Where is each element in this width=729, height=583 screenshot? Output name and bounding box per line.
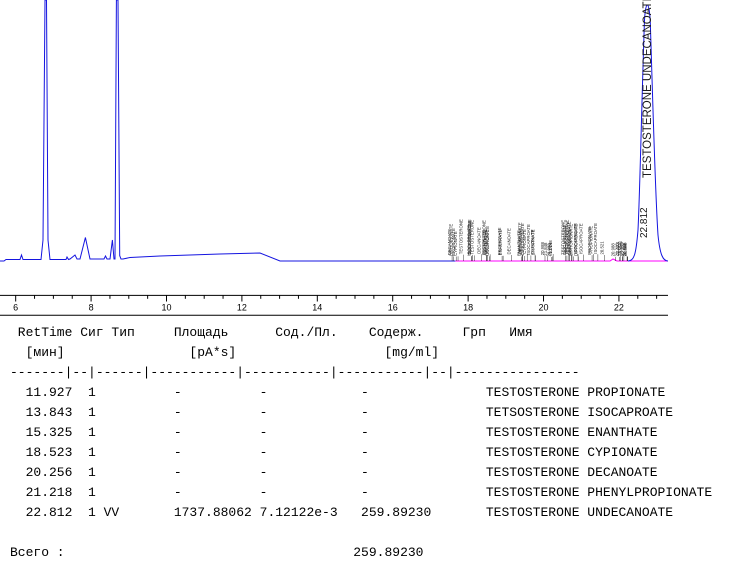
svg-text:ENANTHATE: ENANTHATE xyxy=(530,229,535,255)
svg-text:21.218: 21.218 xyxy=(548,240,553,254)
svg-text:ISOCAPROATE: ISOCAPROATE xyxy=(593,223,598,254)
svg-text:20.521: 20.521 xyxy=(623,243,628,257)
svg-text:ISOCAPROATE: ISOCAPROATE xyxy=(578,223,583,254)
svg-text:ENANTHATE: ENANTHATE xyxy=(498,229,503,255)
svg-text:20.521: 20.521 xyxy=(600,241,605,255)
svg-text:22: 22 xyxy=(614,303,624,313)
svg-text:6: 6 xyxy=(13,303,18,313)
svg-text:16: 16 xyxy=(388,303,398,313)
svg-text:PROPIONATE: PROPIONATE xyxy=(485,226,490,254)
svg-text:12: 12 xyxy=(237,303,247,313)
svg-text:18: 18 xyxy=(463,303,473,313)
svg-text:CYPIONATE: CYPIONATE xyxy=(453,231,458,256)
svg-text:14: 14 xyxy=(312,303,322,313)
svg-text:8: 8 xyxy=(89,303,94,313)
svg-text:TESTOSTERONE: TESTOSTERONE xyxy=(458,219,463,254)
svg-text:10: 10 xyxy=(161,303,171,313)
svg-text:22.812: 22.812 xyxy=(639,207,650,238)
svg-text:TESTOSTERONE: TESTOSTERONE xyxy=(469,220,474,255)
svg-text:TESTOSTERONE UNDECANOATE: TESTOSTERONE UNDECANOATE xyxy=(642,0,654,178)
svg-text:20: 20 xyxy=(539,303,549,313)
svg-text:DECANOATE: DECANOATE xyxy=(506,228,511,255)
